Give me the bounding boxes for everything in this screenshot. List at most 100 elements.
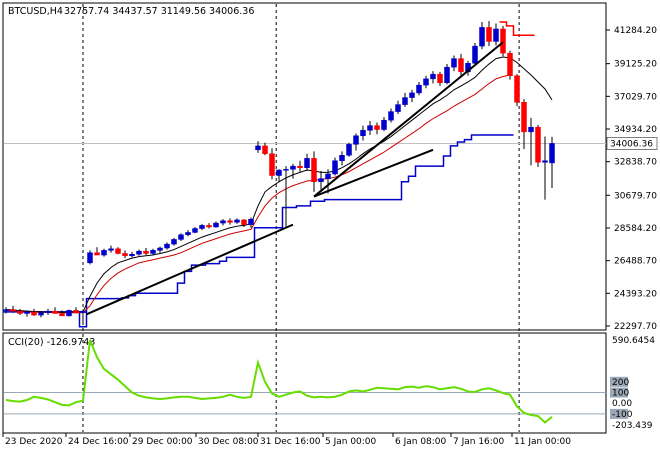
cci-ytick-label: -203.439	[612, 421, 653, 431]
candle-body	[346, 144, 352, 156]
candle-body	[402, 97, 408, 105]
candle-body	[311, 158, 317, 183]
candle-body	[45, 310, 51, 313]
candle-body	[164, 243, 170, 249]
cci-level-box	[610, 408, 628, 419]
candle-body	[108, 248, 114, 251]
xtick-label: 30 Dec 08:00	[198, 437, 259, 447]
cci-title: CCI(20) -126.9743	[8, 337, 95, 348]
candle-body	[276, 169, 282, 176]
candle-body	[444, 66, 450, 84]
xtick-label: 11 Jan 00:00	[514, 437, 571, 447]
candle-body	[87, 252, 93, 264]
cci-ytick-label: 100	[612, 389, 629, 399]
candle-body	[3, 309, 9, 311]
candle-body	[80, 310, 86, 313]
candle-body	[157, 247, 163, 251]
candle-body	[514, 75, 520, 103]
candle-body	[171, 239, 177, 245]
candle-body	[122, 253, 128, 257]
candle-body	[10, 309, 16, 312]
xtick-label: 24 Dec 16:00	[68, 437, 129, 447]
candle-body	[325, 173, 331, 179]
trendline	[313, 41, 504, 198]
price-ytick-label: 24393.20	[614, 289, 657, 299]
candle-body	[486, 27, 492, 42]
cci-line	[5, 339, 553, 424]
candle-body	[178, 234, 184, 240]
candle-body	[199, 225, 205, 229]
candle-body	[423, 78, 429, 86]
candle-body	[339, 155, 345, 161]
candle-body	[535, 126, 541, 163]
candle-body	[388, 111, 394, 121]
candle-body	[234, 219, 240, 223]
candle-body	[507, 52, 513, 76]
cci-ytick-label: -100	[612, 410, 633, 420]
candle-body	[290, 165, 296, 170]
candle-body	[472, 45, 478, 64]
candle-body	[549, 143, 555, 164]
candle-body	[367, 125, 373, 131]
cci-ytick-label: 200	[612, 378, 629, 388]
current-price-label: 34006.36	[610, 139, 653, 149]
candle-body	[304, 158, 310, 168]
xtick-label: 7 Jan 16:00	[453, 437, 505, 447]
candle-body	[73, 310, 79, 313]
ohlc-readout: 32757.74 34437.57 31149.56 34006.36	[64, 6, 254, 17]
cci-pane[interactable]	[2, 332, 607, 434]
price-ytick-label: 22297.70	[614, 322, 657, 332]
candle-body	[129, 254, 135, 257]
price-ytick-label: 32838.70	[614, 158, 657, 168]
price-ytick-label: 28584.20	[614, 224, 657, 234]
candle-body	[17, 310, 23, 314]
chart-marks: 41284.20 39125.20 37029.70 34934.20 32838.70…	[2, 4, 658, 447]
cci-level-box	[610, 376, 628, 387]
cci-level-box	[610, 387, 628, 398]
candle-body	[192, 228, 198, 233]
candle-body	[409, 92, 415, 98]
xtick-label: 31 Dec 16:00	[260, 437, 321, 447]
candle-body	[430, 73, 436, 80]
candle-body	[115, 248, 121, 254]
channel-low-line	[2, 134, 514, 328]
candle-body	[262, 145, 268, 154]
price-pane[interactable]	[2, 2, 607, 331]
candle-body	[52, 310, 58, 314]
candle-body	[437, 73, 443, 84]
candle-body	[136, 250, 142, 255]
candle-body	[500, 28, 506, 54]
candle-body	[479, 27, 485, 47]
xtick-label: 6 Jan 08:00	[395, 437, 447, 447]
candle-body	[66, 310, 72, 317]
price-ytick-label: 30679.70	[614, 191, 657, 201]
candle-body	[542, 160, 548, 163]
candle-body	[59, 313, 65, 317]
price-ytick-label: 37029.70	[614, 92, 657, 102]
candle-body	[297, 165, 303, 168]
candle-body	[332, 160, 338, 175]
candle-body	[220, 220, 226, 224]
candle-body	[255, 145, 261, 151]
chart-title: BTCUSD,H4	[8, 6, 63, 17]
price-pane-border	[2, 2, 607, 331]
price-ytick-label: 26488.70	[614, 257, 657, 267]
candle-body	[458, 58, 464, 73]
candle-body	[318, 178, 324, 183]
candle-body	[206, 225, 212, 228]
trendline	[86, 223, 294, 316]
candle-body	[381, 119, 387, 130]
candle-body	[143, 250, 149, 254]
candle-body	[528, 126, 534, 133]
candle-body	[521, 101, 527, 133]
current-price-box	[606, 137, 658, 150]
candle-body	[493, 28, 499, 42]
candle-body	[213, 222, 219, 228]
price-ytick-label: 39125.20	[614, 60, 657, 70]
xtick-label: 29 Dec 00:00	[132, 437, 193, 447]
candle-body	[416, 84, 422, 94]
price-ytick-label: 41284.20	[614, 26, 657, 36]
candle-body	[241, 219, 247, 225]
